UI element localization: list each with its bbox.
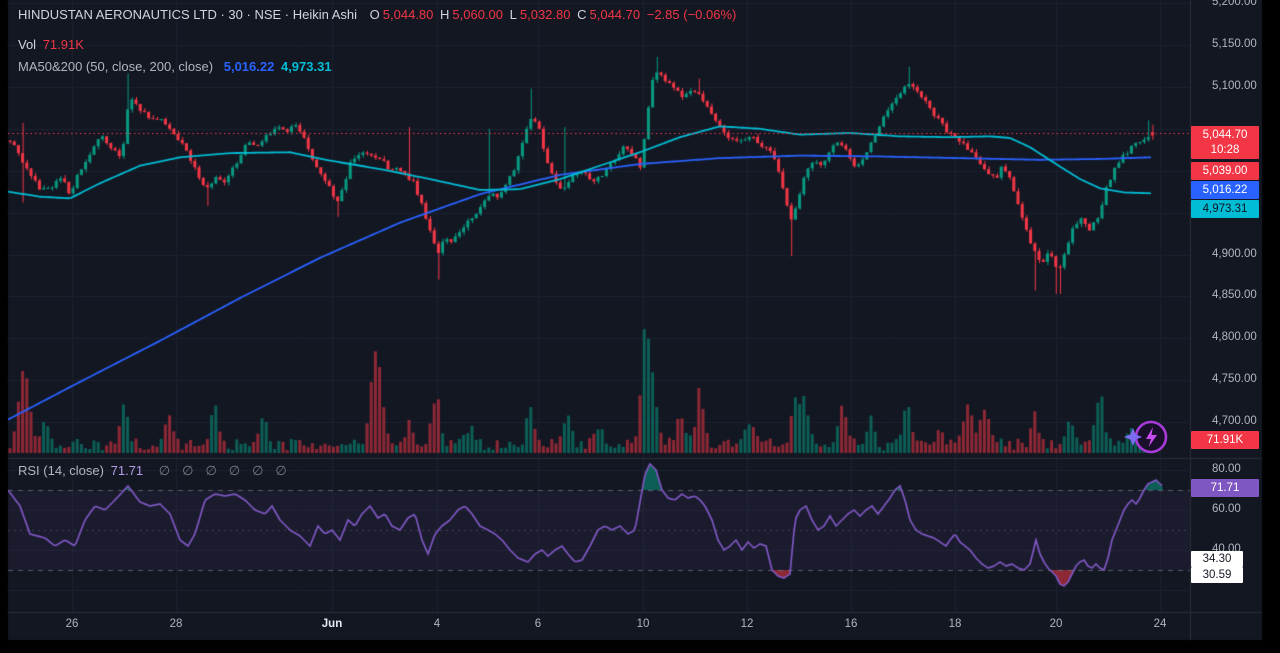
rsi-tick-label: 80.00 [1212,463,1241,475]
lightning-icon [1124,420,1168,454]
rsi-value-badge: 71.71 [1191,479,1259,497]
ohlc-low-value: 5,032.80 [519,7,571,22]
rsi-indicator-label: RSI (14, close) [18,463,104,478]
ma-indicator-legend[interactable]: MA50&200 (50, close, 200, close) 5,016.2… [18,59,335,74]
time-tick-label: 4 [433,618,441,630]
ohlc-open-value: 5,044.80 [382,7,434,22]
empty-set-glyph: ∅ [205,463,217,478]
price-tick-label: 4,900.00 [1212,247,1257,260]
empty-set-glyph: ∅ [182,463,194,478]
price-level-badge: 5,039.00 [1191,162,1259,180]
ohlc-high-label: H [440,7,450,22]
volume-value-badge: 71.91K [1191,431,1259,449]
rsi-level-badge: 30.59 [1191,567,1243,583]
pane-separator-handle[interactable] [8,456,1262,461]
time-tick-label: 10 [636,618,650,630]
ma50-value-badge: 5,016.22 [1191,181,1259,199]
empty-set-glyph: ∅ [228,463,241,478]
change-value: −2.85 (−0.06%) [646,7,737,22]
price-tick-label: 4,800.00 [1212,331,1257,344]
time-tick-label: 26 [65,618,79,630]
ohlc-close-value: 5,044.70 [589,7,641,22]
time-tick-label: 16 [844,618,858,630]
boost-button[interactable] [1122,414,1172,460]
volume-label: Vol [18,37,37,52]
ohlc-open-label: O [369,7,380,22]
empty-set-glyph: ∅ [275,463,287,478]
time-axis[interactable] [8,612,1262,640]
price-tick-label: 5,100.00 [1212,79,1257,92]
symbol-legend[interactable]: HINDUSTAN AERONAUTICS LTD · 30 · NSE · H… [18,7,739,22]
ma200-value: 4,973.31 [280,59,332,74]
price-tick-label: 5,150.00 [1212,38,1257,50]
symbol-title[interactable]: HINDUSTAN AERONAUTICS LTD · 30 · NSE · H… [18,7,358,22]
volume-value: 71.91K [42,37,84,52]
price-tick-label: 5,200.00 [1212,0,1257,9]
time-tick-label: 18 [948,618,962,630]
ma-indicator-label: MA50&200 (50, close, 200, close) [18,59,214,74]
rsi-value: 71.71 [110,463,144,478]
empty-set-glyph: ∅ [252,463,264,478]
time-tick-label: 12 [740,618,754,630]
rsi-empty-plots: ∅ ∅ ∅ ∅ ∅ ∅ [150,463,290,478]
price-tick-label: 4,850.00 [1212,289,1257,302]
price-tick-label: 4,750.00 [1212,373,1257,386]
ma50-value: 5,016.22 [223,59,275,74]
last-price-badge: 5,044.70 10:28 [1191,126,1259,159]
price-tick-label: 4,700.00 [1212,415,1257,428]
rsi-indicator-legend[interactable]: RSI (14, close) 71.71 ∅ ∅ ∅ ∅ ∅ ∅ [18,463,293,479]
time-tick-label: 24 [1153,618,1167,630]
ma200-value-badge: 4,973.31 [1191,200,1259,218]
rsi-level-badge: 34.30 [1191,551,1243,567]
ohlc-high-value: 5,060.00 [452,7,504,22]
empty-set-glyph: ∅ [158,463,171,478]
ohlc-close-label: C [577,7,587,22]
time-tick-label: Jun [321,618,343,630]
rsi-tick-label: 60.00 [1212,503,1241,515]
time-tick-label: 6 [534,618,542,630]
volume-legend[interactable]: Vol 71.91K [18,37,87,52]
ohlc-low-label: L [509,7,517,22]
time-tick-label: 28 [169,618,183,630]
time-tick-label: 20 [1049,618,1063,630]
